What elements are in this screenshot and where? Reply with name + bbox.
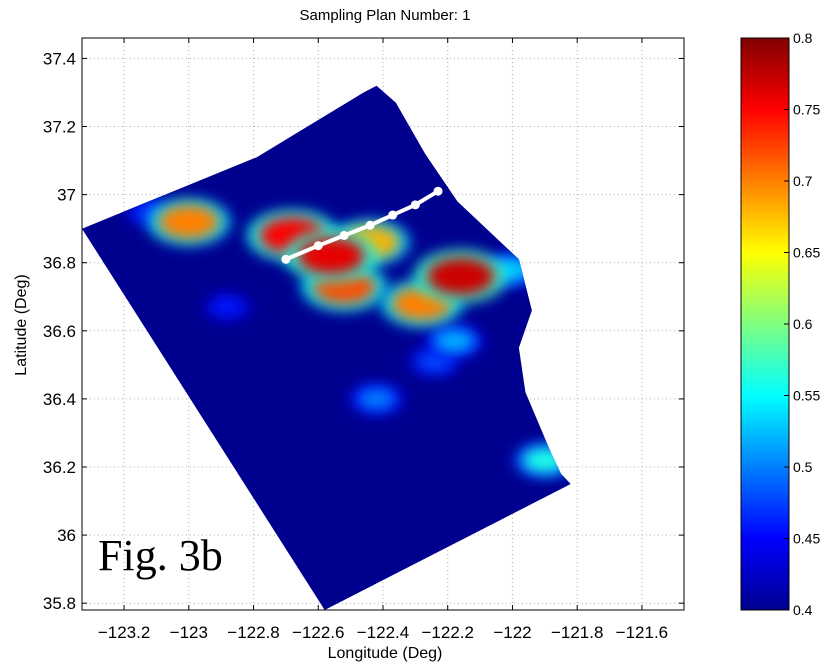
x-tick-label: −121.6: [616, 623, 668, 642]
y-tick-label: 35.8: [43, 594, 76, 613]
sampling-point: [339, 230, 349, 240]
hotspot: [426, 257, 496, 296]
sampling-point: [433, 186, 443, 196]
y-tick-label: 37.2: [43, 118, 76, 137]
x-tick-label: −122: [493, 623, 531, 642]
figure-label: Fig. 3b: [98, 531, 223, 580]
y-tick-label: 36.6: [43, 322, 76, 341]
hotspot: [416, 351, 454, 372]
y-axis-label: Latitude (Deg): [13, 274, 30, 375]
hotspot: [210, 297, 245, 317]
x-tick-label: −122.4: [357, 623, 409, 642]
hotspot: [433, 329, 475, 353]
x-tick-label: −121.8: [551, 623, 603, 642]
y-axis-ticks: 35.8 36 36.2 36.4 36.6 36.8 37 37.2 37.4: [43, 49, 684, 613]
colorbar-tick-label: 0.5: [793, 459, 813, 475]
colorbar-tick-label: 0.4: [793, 602, 813, 618]
x-tick-label: −122.6: [292, 623, 344, 642]
y-tick-label: 37: [57, 186, 76, 205]
y-tick-label: 36.4: [43, 390, 76, 409]
colorbar-tick-label: 0.45: [793, 531, 820, 547]
sampling-point: [313, 241, 323, 251]
colorbar-tick-label: 0.65: [793, 245, 820, 261]
colorbar-tick-label: 0.6: [793, 316, 813, 332]
colorbar: [740, 37, 790, 611]
colorbar-tick-label: 0.7: [793, 173, 813, 189]
x-tick-label: −122.8: [227, 623, 279, 642]
x-axis-label: Longitude (Deg): [328, 645, 443, 662]
hotspot: [297, 237, 366, 275]
y-tick-label: 37.4: [43, 49, 76, 68]
y-tick-label: 36.2: [43, 458, 76, 477]
y-tick-label: 36.8: [43, 254, 76, 273]
hotspot: [158, 204, 220, 239]
x-tick-label: −123: [170, 623, 208, 642]
sampling-point: [410, 200, 420, 210]
chart-title: Sampling Plan Number: 1: [300, 7, 471, 24]
sampling-point: [281, 254, 291, 264]
y-tick-label: 36: [57, 526, 76, 545]
x-tick-label: −123.2: [98, 623, 150, 642]
x-tick-label: −122.2: [421, 623, 473, 642]
sampling-point: [365, 220, 375, 230]
heat-field: [125, 198, 571, 478]
sampling-point: [388, 210, 398, 220]
sampling-path: [281, 186, 443, 264]
hotspot: [357, 387, 397, 410]
colorbar-tick-label: 0.8: [793, 30, 813, 46]
colorbar-tick-label: 0.75: [793, 102, 820, 118]
colorbar-ticks: 0.4 0.45 0.5 0.55 0.6 0.65 0.7 0.75 0.8: [784, 30, 820, 618]
x-axis-ticks: −123.2 −123 −122.8 −122.6 −122.4 −122.2 −122 −1…: [98, 38, 668, 642]
colorbar-tick-label: 0.55: [793, 388, 820, 404]
